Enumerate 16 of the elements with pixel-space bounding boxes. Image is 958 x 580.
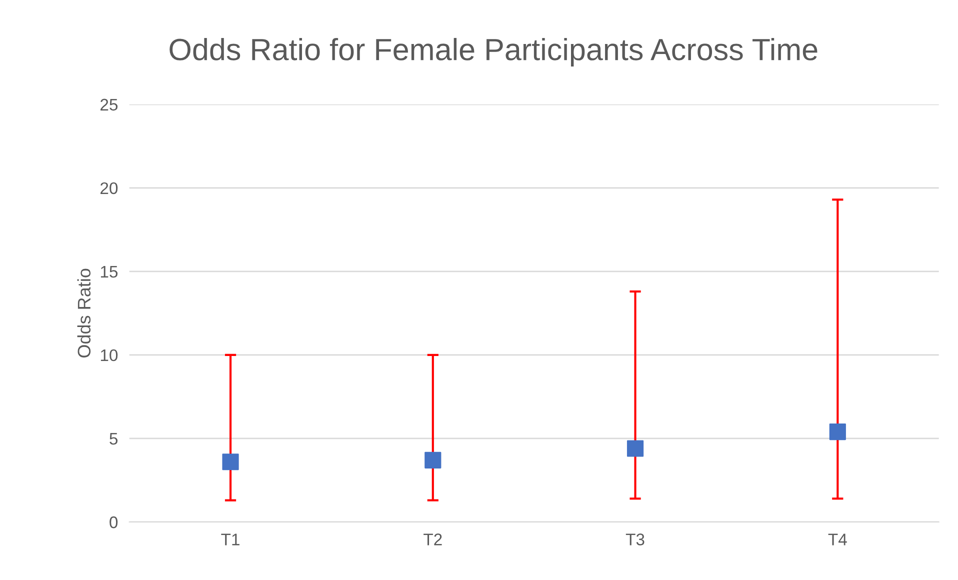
x-tick-label: T3 <box>626 534 644 546</box>
y-tick-label: 0 <box>110 516 118 528</box>
point <box>424 452 442 468</box>
point <box>626 440 644 457</box>
y-tick-label: 10 <box>100 349 118 362</box>
y-axis-title: Odds Ratio <box>77 268 91 358</box>
chart-title: Odds Ratio for Female Participants Across Time <box>170 38 818 66</box>
y-tick-label: 15 <box>100 266 118 278</box>
y-tick-label: 25 <box>100 98 118 111</box>
point <box>222 454 239 470</box>
point <box>829 423 846 440</box>
x-tick-label: T1 <box>221 534 240 546</box>
x-tick-label: T4 <box>828 534 847 546</box>
y-tick-label: 5 <box>110 433 118 445</box>
y-tick-label: 20 <box>100 182 118 194</box>
x-tick-label: T2 <box>424 534 442 546</box>
